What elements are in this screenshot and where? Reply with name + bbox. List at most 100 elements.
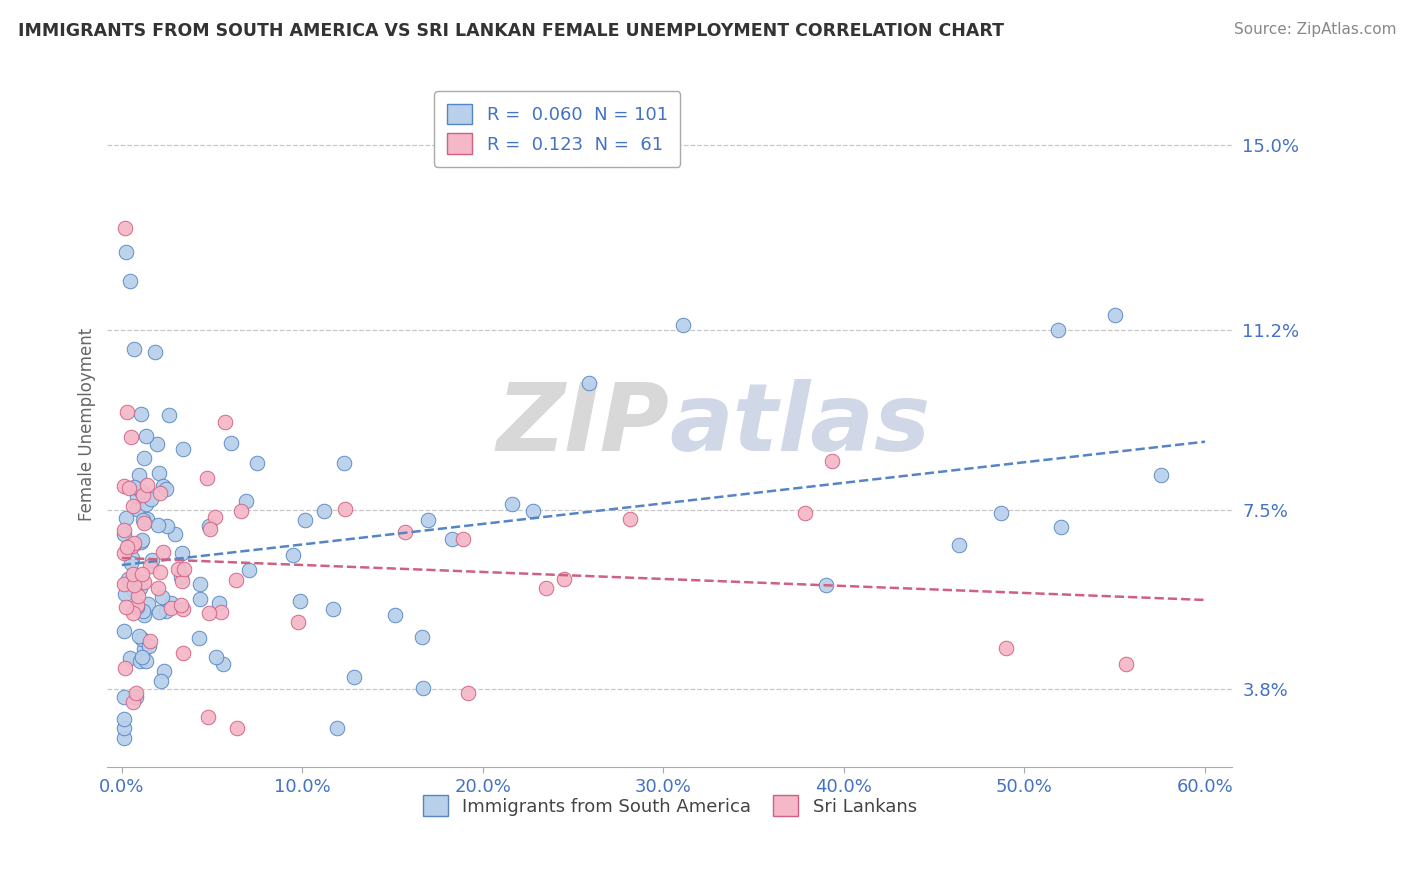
Point xyxy=(141,553,163,567)
Point xyxy=(135,497,157,511)
Point xyxy=(188,592,211,607)
Point xyxy=(198,522,221,536)
Point xyxy=(112,577,135,591)
Point xyxy=(117,572,139,586)
Point xyxy=(134,642,156,657)
Point xyxy=(112,690,135,705)
Point xyxy=(131,632,153,647)
Point xyxy=(246,456,269,470)
Point xyxy=(134,608,156,623)
Point xyxy=(163,526,186,541)
Point xyxy=(146,518,169,533)
Point xyxy=(112,479,135,493)
Point xyxy=(238,563,260,577)
Point xyxy=(170,570,193,584)
Point xyxy=(205,650,228,665)
Point xyxy=(157,408,180,422)
Point xyxy=(121,573,143,587)
Point xyxy=(167,562,190,576)
Point xyxy=(125,598,148,612)
Point xyxy=(995,640,1018,655)
Point xyxy=(794,506,817,520)
Point xyxy=(114,220,136,235)
Point xyxy=(136,512,159,526)
Point xyxy=(197,710,219,724)
Point xyxy=(128,629,150,643)
Point xyxy=(152,545,174,559)
Point xyxy=(132,574,155,589)
Point xyxy=(132,450,155,465)
Point xyxy=(219,435,242,450)
Point xyxy=(288,594,311,608)
Point xyxy=(457,686,479,700)
Text: IMMIGRANTS FROM SOUTH AMERICA VS SRI LANKAN FEMALE UNEMPLOYMENT CORRELATION CHAR: IMMIGRANTS FROM SOUTH AMERICA VS SRI LAN… xyxy=(18,22,1004,40)
Point xyxy=(131,484,153,499)
Text: ZIP: ZIP xyxy=(496,378,669,471)
Point xyxy=(121,500,143,514)
Legend: Immigrants from South America, Sri Lankans: Immigrants from South America, Sri Lanka… xyxy=(415,788,924,823)
Y-axis label: Female Unemployment: Female Unemployment xyxy=(79,328,96,521)
Point xyxy=(294,513,316,527)
Point xyxy=(172,601,194,615)
Point xyxy=(121,695,143,709)
Point xyxy=(534,581,557,595)
Point xyxy=(149,673,172,688)
Point xyxy=(172,646,194,660)
Point xyxy=(441,532,464,546)
Point xyxy=(198,606,221,620)
Point xyxy=(159,601,181,615)
Point xyxy=(121,539,143,553)
Point xyxy=(394,524,416,539)
Point xyxy=(156,518,179,533)
Point xyxy=(124,578,146,592)
Point xyxy=(143,345,166,359)
Point xyxy=(671,318,693,332)
Point xyxy=(1104,308,1126,322)
Point xyxy=(1047,323,1070,337)
Point xyxy=(619,512,641,526)
Point xyxy=(501,497,523,511)
Point xyxy=(122,537,145,551)
Point xyxy=(131,566,153,581)
Point xyxy=(815,578,838,592)
Point xyxy=(120,556,142,570)
Point xyxy=(127,590,149,604)
Point xyxy=(115,511,138,525)
Point xyxy=(128,467,150,482)
Point xyxy=(148,605,170,619)
Point xyxy=(522,504,544,518)
Point xyxy=(314,504,336,518)
Point xyxy=(112,523,135,537)
Point xyxy=(204,510,226,524)
Point xyxy=(128,581,150,595)
Point xyxy=(287,615,309,629)
Point xyxy=(146,582,169,596)
Point xyxy=(128,654,150,668)
Point xyxy=(122,583,145,598)
Point xyxy=(138,639,160,653)
Point xyxy=(150,590,173,604)
Point xyxy=(1050,520,1073,534)
Point xyxy=(131,513,153,527)
Point xyxy=(118,481,141,495)
Point xyxy=(135,654,157,668)
Point xyxy=(112,624,135,639)
Point xyxy=(131,534,153,549)
Point xyxy=(283,549,305,563)
Point xyxy=(155,604,177,618)
Point xyxy=(114,587,136,601)
Point xyxy=(332,456,354,470)
Point xyxy=(131,649,153,664)
Point xyxy=(135,429,157,443)
Point xyxy=(122,606,145,620)
Point xyxy=(134,516,156,530)
Point xyxy=(112,712,135,726)
Point xyxy=(148,467,170,481)
Point xyxy=(125,489,148,503)
Point xyxy=(122,480,145,494)
Point xyxy=(120,430,142,444)
Point xyxy=(132,488,155,502)
Point xyxy=(115,405,138,419)
Point xyxy=(120,274,142,288)
Point xyxy=(118,650,141,665)
